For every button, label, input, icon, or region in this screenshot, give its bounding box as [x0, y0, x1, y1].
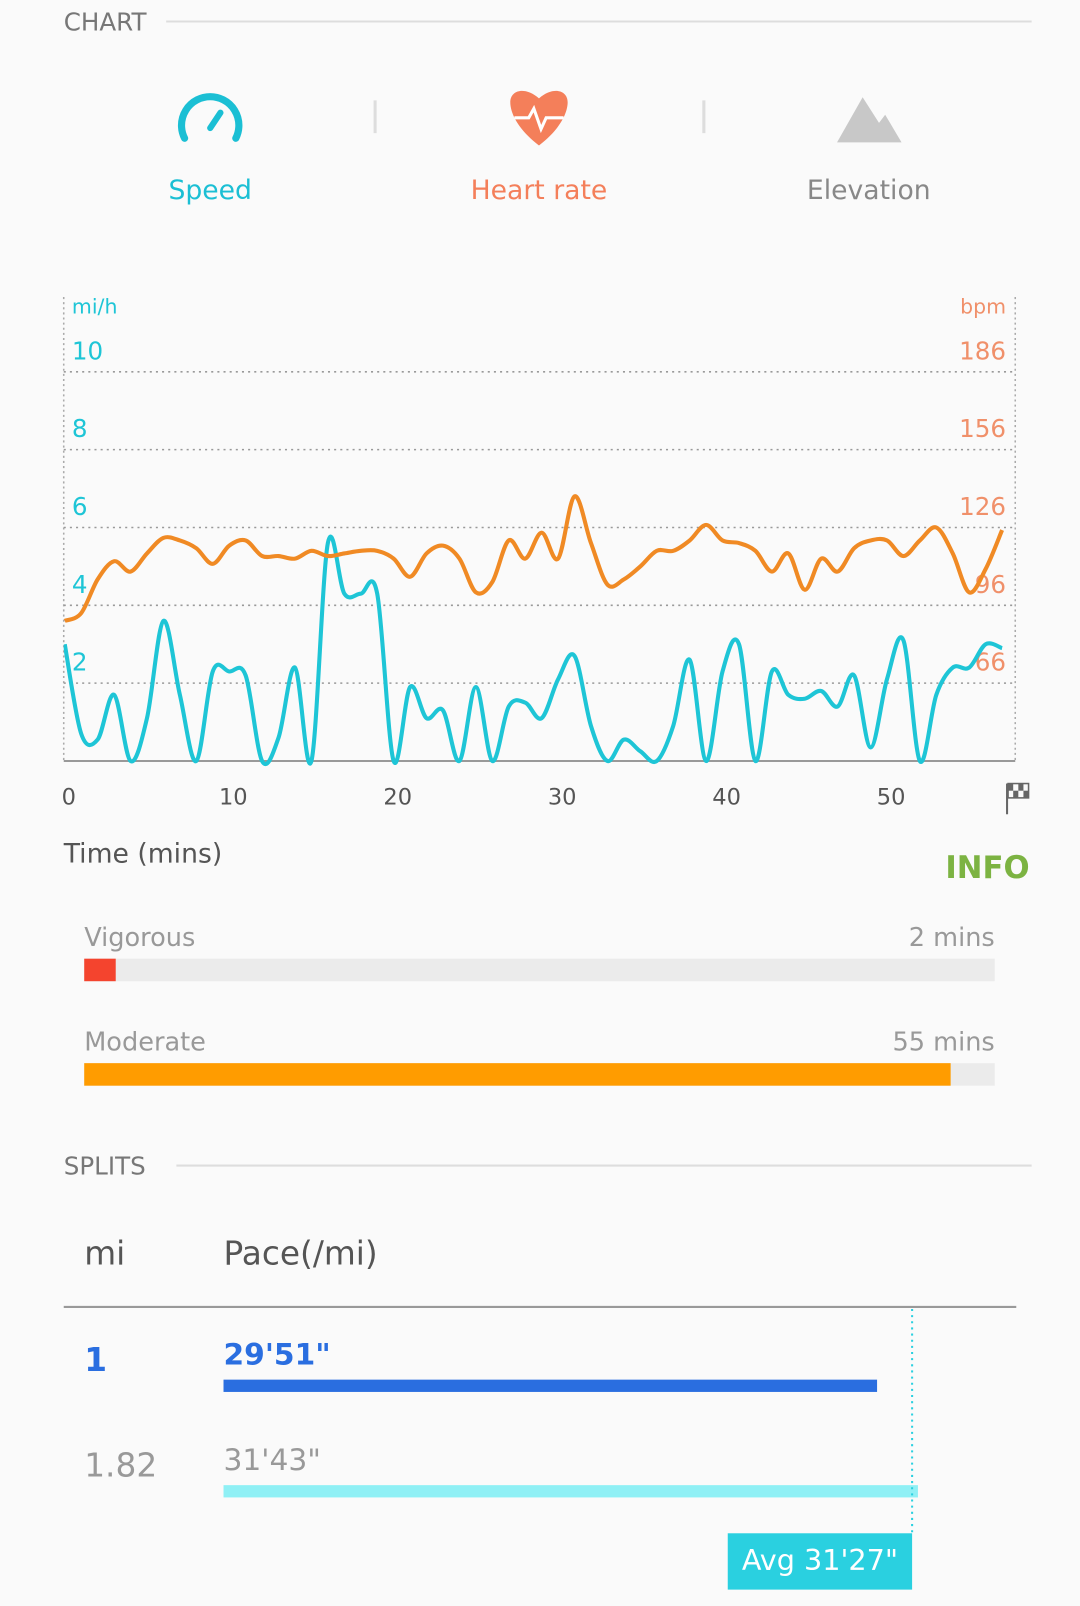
heart-icon-pulse	[514, 104, 564, 134]
heart-icon	[510, 90, 568, 146]
intensity-value: 55 mins	[892, 1028, 994, 1058]
split-bar	[223, 1379, 878, 1392]
avg-value: 31'27"	[804, 1543, 898, 1577]
x-tick-label: 10	[219, 784, 248, 810]
x-tick-label: 20	[383, 784, 412, 810]
tab-speed[interactable]: Speed	[168, 93, 252, 206]
tab-elevation[interactable]: Elevation	[807, 97, 931, 206]
x-tick-label: 50	[877, 784, 906, 810]
avg-badge	[727, 1533, 913, 1590]
tab-label: Speed	[168, 175, 251, 206]
tab-heart-rate[interactable]: Heart rate	[471, 90, 608, 206]
finish-flag	[1006, 782, 1030, 815]
section-title: CHART	[64, 8, 148, 37]
column-header: Pace(/mi)	[224, 1235, 378, 1273]
elevation-icon	[837, 97, 902, 143]
intensity-name: Moderate	[84, 1028, 206, 1058]
plot-lines	[63, 494, 1004, 766]
tab-label: Elevation	[807, 175, 931, 206]
section-title: SPLITS	[64, 1152, 146, 1181]
info-button[interactable]: INFO	[945, 850, 1029, 886]
x-axis-label: Time (mins)	[63, 839, 222, 870]
intensity-name: Vigorous	[84, 923, 195, 953]
y-tick-label: 4	[72, 570, 88, 599]
speed-icon	[177, 93, 243, 142]
y2-axis-label: bpm	[960, 294, 1006, 318]
x-tick-label: 0	[62, 784, 76, 810]
y2-tick-label: 156	[959, 414, 1006, 443]
y-axis-label: mi/h	[72, 294, 118, 318]
split-bar	[223, 1485, 918, 1498]
y-tick-label: 6	[72, 492, 88, 521]
split-pace: 31'43"	[224, 1443, 321, 1478]
y-tick-label: 10	[72, 336, 103, 365]
intensity-track	[84, 958, 995, 982]
split-distance: 1	[84, 1341, 107, 1379]
series-line	[63, 534, 1003, 766]
intensity-value: 2 mins	[909, 923, 995, 953]
intensity-bar	[84, 1063, 951, 1086]
y2-tick-label: 126	[959, 492, 1006, 521]
avg-label: Avg 31'27"	[742, 1543, 898, 1577]
avg-prefix: Avg	[742, 1543, 795, 1577]
x-tick-label: 40	[712, 784, 741, 810]
y-tick-label: 8	[72, 414, 88, 443]
x-tick-label: 30	[548, 784, 577, 810]
column-header: mi	[84, 1235, 125, 1273]
split-pace: 29'51"	[224, 1338, 331, 1373]
series-line	[63, 494, 1004, 623]
y2-tick-label: 186	[959, 336, 1006, 365]
tab-label: Heart rate	[471, 175, 608, 206]
speed-icon-needle	[207, 109, 224, 132]
split-distance: 1.82	[84, 1447, 157, 1485]
y-tick-label: 2	[72, 648, 88, 677]
intensity-bar	[84, 958, 116, 982]
